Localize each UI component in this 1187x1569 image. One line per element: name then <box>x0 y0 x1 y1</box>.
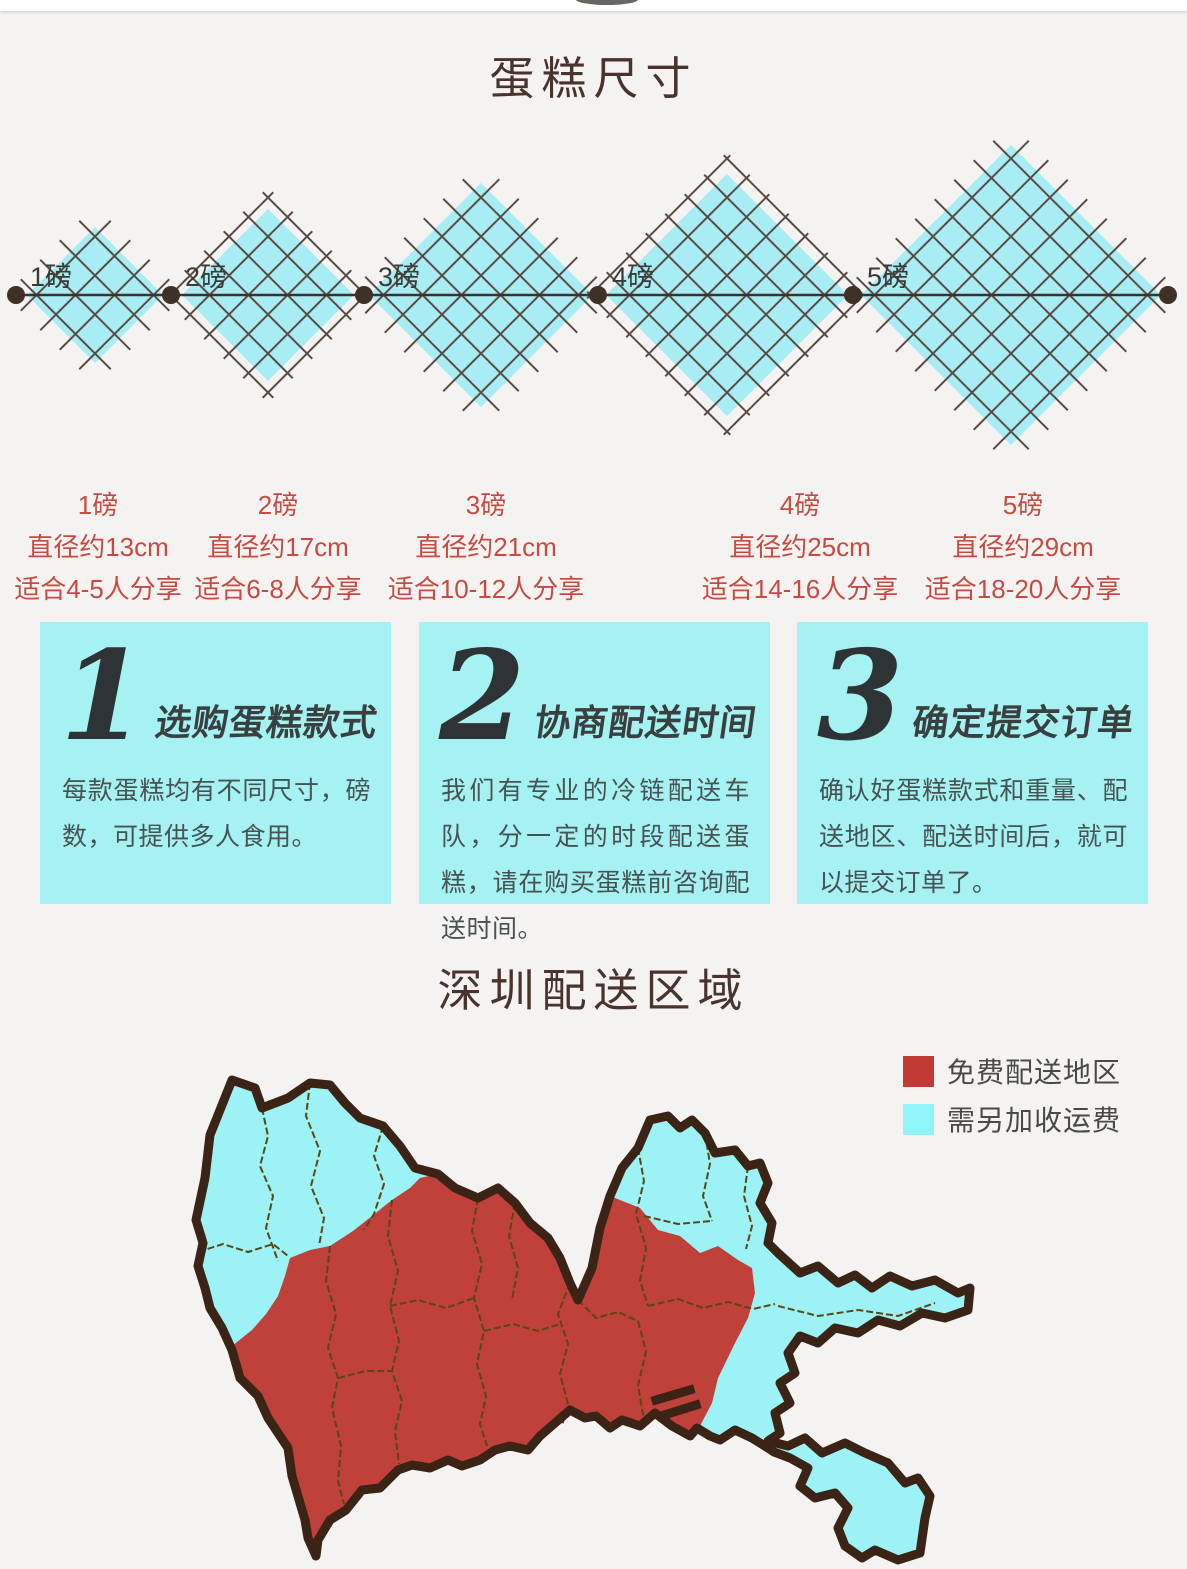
size-caption-weight: 2磅 <box>257 490 299 520</box>
fee-area-swatch <box>903 1103 934 1135</box>
size-caption-4: 4磅 直径约25cm 适合14-16人分享 <box>702 484 899 610</box>
step-number: 3 <box>817 623 904 769</box>
size-caption-1: 1磅 直径约13cm 适合4-5人分享 <box>14 484 182 610</box>
step-heading: 选购蛋糕款式 <box>153 702 381 743</box>
size-caption-serving: 适合18-20人分享 <box>924 574 1122 604</box>
step-box-3: 3 确定提交订单 确认好蛋糕款式和重量、配送地区、配送时间后，就可以提交订单了。 <box>797 622 1148 904</box>
cake-size-title: 蛋糕尺寸 <box>489 53 698 104</box>
step-description: 确认好蛋糕款式和重量、配送地区、配送时间后，就可以提交订单了。 <box>819 777 1128 897</box>
svg-text:4磅: 4磅 <box>612 262 654 292</box>
step-header: 2 协商配送时间 <box>419 622 770 769</box>
free-area-label: 免费配送地区 <box>947 1057 1122 1088</box>
step-number: 2 <box>439 623 526 769</box>
legend-row-free: 免费配送地区 <box>903 1051 1121 1091</box>
size-caption-serving: 适合10-12人分享 <box>387 574 585 604</box>
step-header: 1 选购蛋糕款式 <box>40 622 391 769</box>
step-heading: 确定提交订单 <box>910 702 1138 743</box>
step-box-2: 2 协商配送时间 我们有专业的冷链配送车队，分一定的时段配送蛋糕，请在购买蛋糕前… <box>419 622 770 943</box>
svg-text:1磅: 1磅 <box>30 262 72 292</box>
fee-area-label: 需另加收运费 <box>947 1105 1122 1136</box>
size-caption-diameter: 直径约25cm <box>729 532 871 562</box>
size-caption-diameter: 直径约21cm <box>415 532 557 562</box>
step-description: 每款蛋糕均有不同尺寸，磅数，可提供多人食用。 <box>62 777 371 851</box>
size-caption-serving: 适合14-16人分享 <box>701 574 899 604</box>
size-caption-weight: 4磅 <box>779 490 821 520</box>
step-description: 我们有专业的冷链配送车队，分一定的时段配送蛋糕，请在购买蛋糕前咨询配送时间。 <box>441 777 750 943</box>
svg-text:2磅: 2磅 <box>185 262 227 292</box>
size-caption-5: 5磅 直径约29cm 适合18-20人分享 <box>925 484 1122 610</box>
size-caption-serving: 适合4-5人分享 <box>14 574 182 604</box>
step-heading: 协商配送时间 <box>532 702 760 743</box>
page-top-divider <box>0 0 1187 11</box>
svg-text:3磅: 3磅 <box>378 262 420 292</box>
step-header: 3 确定提交订单 <box>797 622 1148 769</box>
step-number: 1 <box>60 623 147 769</box>
size-caption-weight: 3磅 <box>465 490 507 520</box>
size-caption-2: 2磅 直径约17cm 适合6-8人分享 <box>194 484 362 610</box>
delivery-area-title: 深圳配送区域 <box>437 965 750 1016</box>
svg-text:5磅: 5磅 <box>867 262 909 292</box>
legend-row-fee: 需另加收运费 <box>903 1099 1121 1139</box>
free-area-swatch <box>903 1055 934 1087</box>
shenzhen-delivery-map <box>191 1075 975 1565</box>
cake-size-diagram: 1磅 2磅 3磅 4磅 5磅 <box>5 123 1183 467</box>
size-caption-weight: 1磅 <box>77 490 119 520</box>
size-caption-serving: 适合6-8人分享 <box>194 574 362 604</box>
size-caption-diameter: 直径约17cm <box>207 532 349 562</box>
size-caption-diameter: 直径约29cm <box>952 532 1094 562</box>
top-notch-decoration <box>576 0 638 5</box>
size-caption-diameter: 直径约13cm <box>27 532 169 562</box>
step-box-1: 1 选购蛋糕款式 每款蛋糕均有不同尺寸，磅数，可提供多人食用。 <box>40 622 391 904</box>
size-caption-weight: 5磅 <box>1002 490 1044 520</box>
size-caption-3: 3磅 直径约21cm 适合10-12人分享 <box>388 484 585 610</box>
map-legend: 免费配送地区 需另加收运费 <box>903 1051 1121 1147</box>
